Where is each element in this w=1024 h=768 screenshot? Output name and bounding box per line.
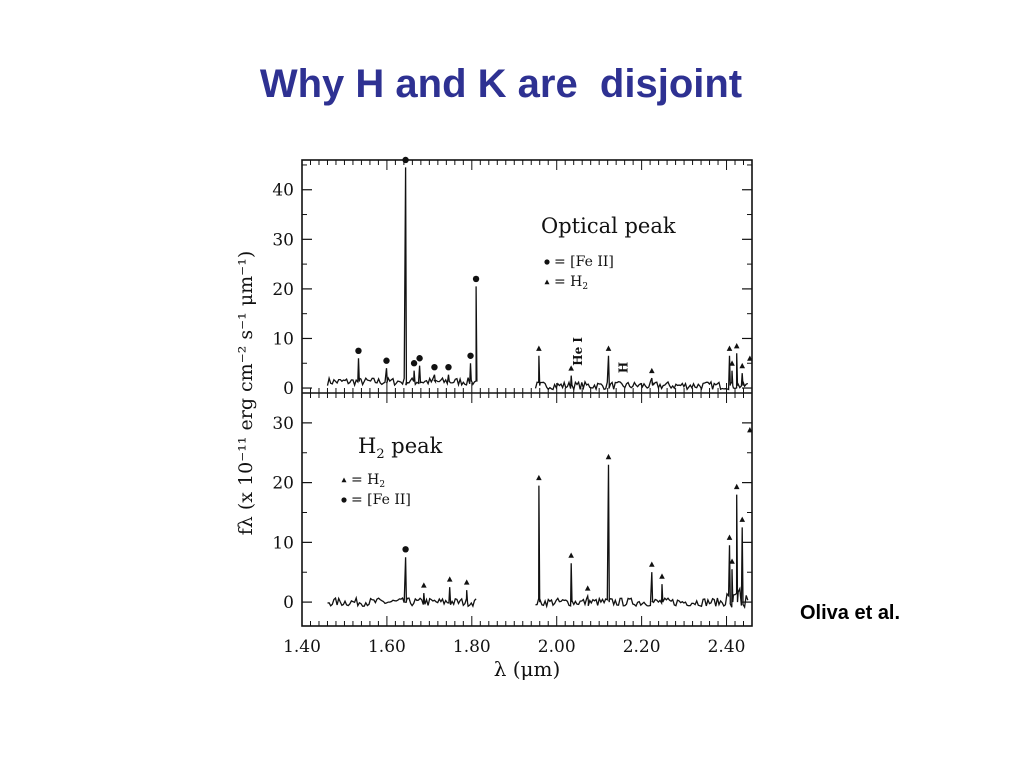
legend-triangle-marker (341, 477, 347, 483)
x-tick-label: 2.00 (538, 637, 576, 657)
spectrum-segment (326, 167, 478, 388)
y-tick-label: 10 (272, 329, 294, 349)
line-markers (341, 156, 753, 591)
fe-ii-marker (445, 363, 452, 371)
fe-ii-marker (383, 357, 390, 364)
y-tick-label: 20 (272, 474, 294, 494)
h2-marker (733, 343, 740, 349)
legend-label: = H2 (351, 472, 385, 490)
line-annotation: H (617, 362, 631, 373)
x-tick-label: 1.40 (283, 637, 321, 657)
x-axis-label: λ (μm) (494, 657, 561, 681)
spectra-traces (326, 167, 749, 609)
y-tick-label: 0 (283, 593, 294, 613)
legend-circle-marker (544, 259, 550, 265)
h2-marker (536, 345, 542, 351)
y-tick-label: 10 (272, 533, 294, 553)
h2-marker (649, 367, 655, 374)
h2-marker (584, 585, 591, 591)
slide-title: Why H and K are disjoint (259, 62, 743, 106)
spectrum-segment (327, 557, 477, 608)
y-axis-label: fλ (x 10⁻¹¹ erg cm⁻² s⁻¹ μm⁻¹) (235, 251, 257, 536)
legend-label: = [Fe II] (351, 492, 411, 508)
fe-ii-marker (355, 347, 362, 355)
h2-marker (733, 483, 740, 490)
y-tick-label: 40 (272, 181, 294, 201)
citation-text: Oliva et al. (800, 602, 901, 624)
h2-marker (726, 534, 733, 540)
x-tick-label: 2.20 (623, 637, 661, 657)
y-tick-label: 0 (283, 379, 294, 399)
spectrum-segment (534, 353, 749, 392)
y-tick-label: 30 (272, 414, 294, 434)
h2-marker (649, 561, 655, 567)
h2-marker (446, 576, 453, 582)
fe-ii-marker (402, 156, 409, 164)
y-tick-label: 30 (272, 230, 294, 250)
h2-marker (605, 345, 612, 351)
h2-marker (729, 360, 735, 366)
fe-ii-marker (416, 355, 423, 362)
spectrum-segment (535, 464, 749, 609)
h2-marker (463, 579, 470, 585)
fe-ii-marker (431, 363, 438, 371)
x-tick-label: 2.40 (708, 637, 746, 657)
h2-marker (659, 573, 665, 579)
h2-marker (739, 362, 746, 369)
h2-marker (568, 365, 574, 371)
legend-triangle-marker (544, 279, 550, 285)
legend-circle-marker (341, 497, 347, 503)
h2-marker (739, 516, 746, 522)
h2-marker (747, 355, 753, 361)
h2-marker (421, 582, 427, 588)
fe-ii-marker (410, 360, 418, 367)
panel-title: Optical peak (541, 214, 676, 238)
y-tick-label: 20 (272, 280, 294, 300)
x-tick-label: 1.60 (368, 637, 406, 657)
figure-labels: 0 10 20 30 40 Optical peak = [Fe II] = H2 He I H 0… (235, 181, 745, 681)
legend-label: = H2 (554, 274, 588, 292)
axis-ticks (301, 160, 753, 626)
x-tick-label: 1.80 (453, 637, 491, 657)
line-annotation: He I (571, 337, 585, 366)
legend-label: = [Fe II] (554, 254, 614, 270)
fe-ii-marker (467, 352, 474, 359)
fe-ii-marker (402, 546, 409, 553)
h2-marker (729, 558, 735, 564)
h2-marker (536, 474, 542, 481)
fe-ii-marker (472, 275, 480, 283)
h2-marker (568, 552, 574, 558)
h2-marker (605, 453, 612, 460)
h2-marker (726, 345, 733, 351)
h2-marker (747, 427, 753, 433)
panel-title: H2 peak (358, 434, 443, 462)
